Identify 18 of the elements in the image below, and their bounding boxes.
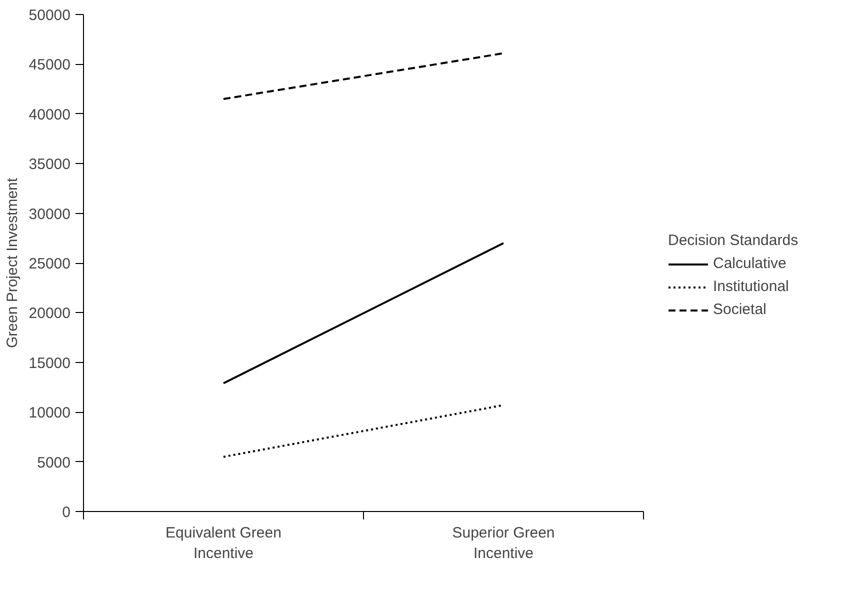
legend-label: Calculative: [713, 255, 786, 272]
y-tick-label: 40000: [28, 106, 71, 124]
y-tick-label: 15000: [28, 354, 71, 372]
y-tick-label: 45000: [28, 56, 71, 74]
y-tick-label: 20000: [28, 305, 71, 322]
y-tick-label: 50000: [28, 7, 71, 24]
y-axis-title: Green Project Investment: [4, 177, 21, 348]
y-tick-label: 30000: [28, 206, 71, 223]
y-tick-label: 10000: [28, 404, 71, 422]
legend-title: Decision Standards: [668, 232, 798, 248]
y-tick-label: 25000: [28, 256, 71, 272]
x-tick-label: Equivalent Green Incentive: [166, 524, 282, 562]
y-tick-label: 0: [62, 504, 70, 521]
legend-label: Societal: [713, 301, 766, 318]
legend-label: Institutional: [713, 278, 789, 295]
y-tick-label: 35000: [28, 156, 71, 174]
x-tick-label: Superior Green Incentive: [452, 524, 555, 562]
y-tick-label: 5000: [37, 454, 71, 472]
